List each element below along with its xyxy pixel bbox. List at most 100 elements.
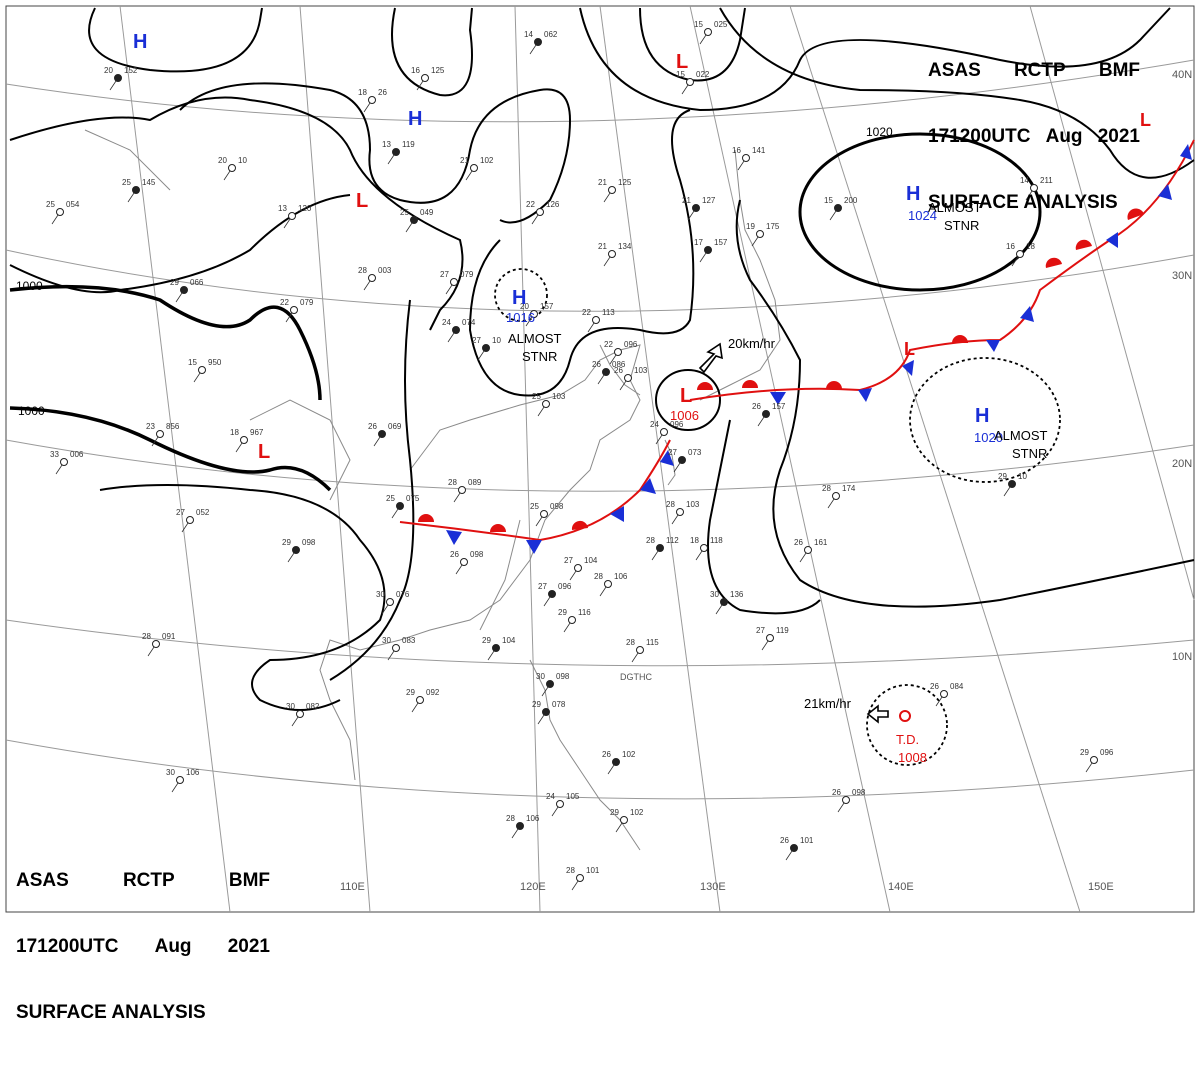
station-plot: 26 102 bbox=[602, 750, 636, 775]
station-temp: 29 bbox=[282, 538, 291, 547]
high-value-1024: 1024 bbox=[908, 208, 937, 223]
station-plot: 18 26 bbox=[358, 88, 387, 113]
station-temp: 27 bbox=[538, 582, 547, 591]
station-pressure: 10 bbox=[238, 156, 247, 165]
station-temp: 18 bbox=[690, 536, 699, 545]
station-temp: 24 bbox=[546, 792, 555, 801]
station-pressure: 125 bbox=[618, 178, 632, 187]
station-pressure: 006 bbox=[70, 450, 84, 459]
station-circle bbox=[410, 216, 418, 224]
station-circle bbox=[152, 640, 160, 648]
station-temp: 27 bbox=[440, 270, 449, 279]
cold-triangle bbox=[660, 450, 674, 466]
station-plot: 28 003 bbox=[358, 266, 392, 291]
station-pressure: 200 bbox=[844, 196, 858, 205]
station-pressure: 101 bbox=[586, 866, 600, 875]
station-pressure: 083 bbox=[402, 636, 416, 645]
station-pressure: 096 bbox=[670, 420, 684, 429]
station-circle bbox=[186, 516, 194, 524]
high-note2-1016: STNR bbox=[522, 349, 557, 364]
station-temp: 29 bbox=[406, 688, 415, 697]
station-pressure: 102 bbox=[622, 750, 636, 759]
station-pressure: 119 bbox=[402, 140, 415, 149]
station-plot: 29 078 bbox=[532, 700, 566, 725]
station-circle bbox=[720, 598, 728, 606]
station-pressure: 073 bbox=[688, 448, 702, 457]
station-pressure: 141 bbox=[752, 146, 766, 155]
station-circle bbox=[624, 374, 632, 382]
station-temp: 15 bbox=[824, 196, 833, 205]
station-pressure: 102 bbox=[480, 156, 494, 165]
high-center-1: H bbox=[133, 31, 147, 53]
station-temp: 30 bbox=[536, 672, 545, 681]
station-temp: 30 bbox=[710, 590, 719, 599]
station-temp: 26 bbox=[752, 402, 761, 411]
header-month: Aug bbox=[1045, 126, 1083, 147]
station-circle bbox=[576, 874, 584, 882]
cold-triangle bbox=[640, 478, 656, 494]
station-pressure: 096 bbox=[558, 582, 572, 591]
lon-line-110e bbox=[299, 5, 371, 913]
isobar-1000-a bbox=[9, 284, 322, 401]
pressure-systems: H H H H H L L L L L L bbox=[133, 31, 1151, 463]
warm-bump bbox=[742, 380, 758, 388]
header-year: 2021 bbox=[1097, 126, 1140, 147]
station-temp: 27 bbox=[564, 556, 573, 565]
coast-philippines bbox=[529, 659, 641, 851]
station-temp: 19 bbox=[746, 222, 755, 231]
warm-bump bbox=[1045, 257, 1062, 268]
station-plot: 22 126 bbox=[526, 200, 560, 225]
stationary-front-east bbox=[689, 139, 1195, 405]
coast-korea bbox=[599, 344, 641, 396]
station-temp: 18 bbox=[230, 428, 239, 437]
station-circle bbox=[292, 546, 300, 554]
station-temp: 25 bbox=[122, 178, 131, 187]
low-center-3: L bbox=[258, 441, 270, 463]
station-temp: 30 bbox=[286, 702, 295, 711]
station-temp: 33 bbox=[50, 450, 59, 459]
station-temp: 29 bbox=[998, 472, 1007, 481]
station-pressure: 211 bbox=[1040, 176, 1053, 185]
station-plot: 15 950 bbox=[188, 358, 222, 383]
station-pressure: 112 bbox=[666, 536, 679, 545]
lat-line-10n bbox=[5, 619, 1195, 667]
station-pressure: 104 bbox=[584, 556, 598, 565]
station-plot: 29 104 bbox=[482, 636, 516, 661]
warm-bump bbox=[697, 382, 713, 390]
system-values: 1016 ALMOST STNR 1024 ALMOST STNR 1020 A… bbox=[506, 200, 1048, 765]
station-temp: 25 bbox=[400, 208, 409, 217]
station-pressure: 098 bbox=[302, 538, 316, 547]
station-circle bbox=[378, 430, 386, 438]
isobar-13 bbox=[329, 299, 415, 681]
station-temp: 15 bbox=[188, 358, 197, 367]
station-temp: 14 bbox=[1020, 176, 1029, 185]
high-note2-1024: STNR bbox=[944, 218, 979, 233]
station-plot: 28 101 bbox=[566, 866, 600, 891]
station-pressure: 049 bbox=[420, 208, 434, 217]
coast-northwest bbox=[84, 129, 171, 191]
station-plot: 26 098 bbox=[450, 550, 484, 575]
dashed-circle-td bbox=[866, 684, 948, 766]
station-plot: 30 098 bbox=[536, 672, 570, 697]
station-circle bbox=[288, 212, 296, 220]
station-plot: 13 119 bbox=[382, 140, 415, 165]
station-pressure: 098 bbox=[852, 788, 866, 797]
warm-bump bbox=[571, 520, 588, 530]
warm-bump bbox=[1127, 208, 1144, 220]
station-temp: 21 bbox=[598, 178, 607, 187]
station-pressure: 157 bbox=[714, 238, 728, 247]
station-temp: 26 bbox=[794, 538, 803, 547]
isobar-12 bbox=[99, 484, 386, 711]
station-circle bbox=[660, 428, 668, 436]
station-pressure: 103 bbox=[634, 366, 648, 375]
isobar-labels: 1000 1000 1020 bbox=[16, 125, 893, 418]
isobar-label-1000-a: 1000 bbox=[16, 279, 43, 293]
station-pressure: 120 bbox=[298, 204, 312, 213]
station-plot: 26 069 bbox=[368, 422, 402, 447]
station-pressure: 152 bbox=[124, 66, 138, 75]
high-center-3: H bbox=[512, 287, 526, 309]
station-pressure: 106 bbox=[526, 814, 540, 823]
station-plot: 29 066 bbox=[170, 278, 204, 303]
isobar-1 bbox=[88, 7, 263, 73]
